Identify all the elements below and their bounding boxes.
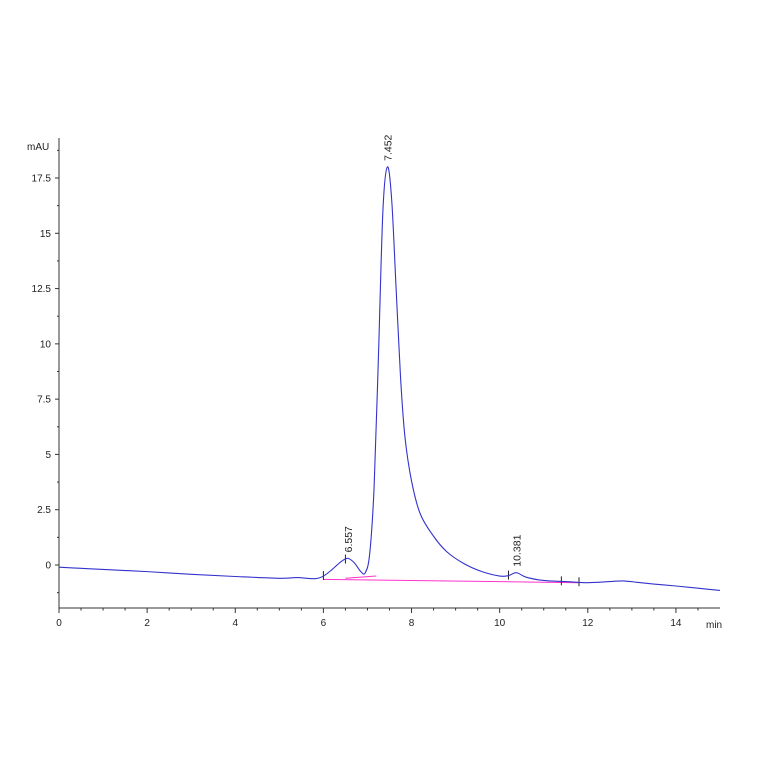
integration-baseline [323,578,579,584]
axes [58,138,720,609]
peak-label: 7.452 [382,134,394,160]
x-axis-label: min [706,620,722,631]
peak-label: 10.381 [512,534,524,566]
series-line [58,166,721,591]
x-tick-label: 14 [670,618,682,629]
x-tick-label: 4 [232,618,238,629]
integration-baseline [345,575,377,579]
y-tick-label: 15 [40,229,52,240]
x-tick-label: 8 [409,618,415,629]
x-tick-label: 2 [144,618,150,629]
y-tick-label: 17.5 [32,174,52,185]
y-tick-label: 10 [40,339,52,350]
y-ticks: 0 2.5 5 7.5 10 12.5 15 17.5 [32,149,59,594]
y-tick-label: 7.5 [37,395,51,406]
y-tick-label: 0 [45,561,51,572]
peak-label: 6.557 [343,526,355,552]
y-tick-label: 2.5 [37,505,51,516]
peak-labels: 6.557 7.452 10.381 [343,134,524,566]
series-group [58,166,721,591]
x-tick-label: 10 [494,618,506,629]
y-axis-label: mAU [27,142,49,153]
y-tick-label: 12.5 [32,284,52,295]
x-tick-label: 6 [321,618,327,629]
x-tick-label: 12 [582,618,594,629]
baselines [323,575,579,584]
y-tick-label: 5 [45,450,51,461]
x-tick-label: 0 [56,618,62,629]
x-ticks: 0 2 4 6 8 10 12 14 [56,608,699,629]
